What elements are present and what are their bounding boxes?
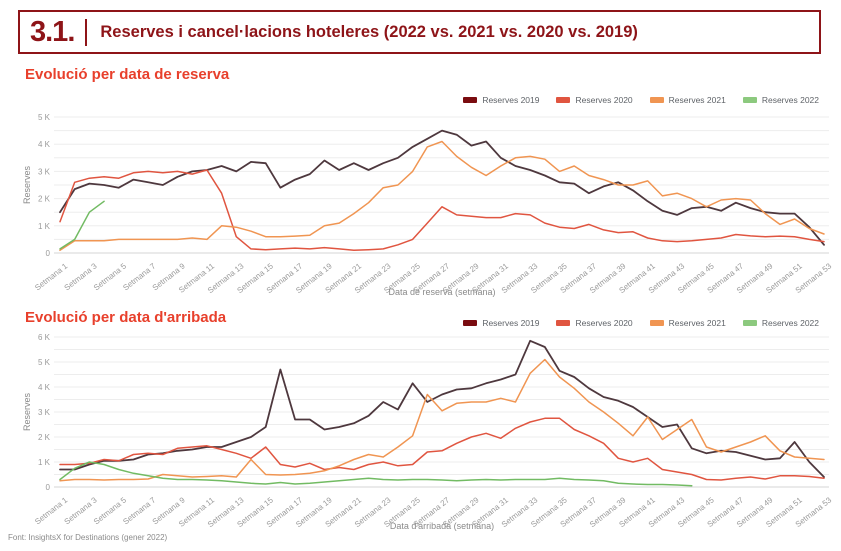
legend-swatch-icon bbox=[556, 97, 571, 103]
legend-label: Reserves 2022 bbox=[761, 318, 819, 328]
chart2-title: Evolució per data d'arribada bbox=[25, 309, 227, 326]
y-tick-label: 3 K bbox=[38, 408, 51, 417]
legend-item-reserves-2022: Reserves 2022 bbox=[742, 95, 819, 105]
series-line-reserves-2019 bbox=[59, 339, 825, 478]
chart1-title: Evolució per data de reserva bbox=[25, 66, 230, 83]
section-header-box: 3.1. Reserves i cancel·lacions hoteleres… bbox=[18, 10, 821, 54]
source-note: Font: InsightsX for Destinations (gener … bbox=[8, 533, 168, 542]
series-line-reserves-2022 bbox=[59, 200, 105, 250]
legend-swatch-icon bbox=[463, 97, 478, 103]
series-line-reserves-2022 bbox=[59, 461, 693, 487]
legend-item-reserves-2019: Reserves 2019 bbox=[463, 318, 539, 328]
series-line-reserves-2020 bbox=[59, 169, 825, 252]
series-line-reserves-2020 bbox=[59, 417, 825, 481]
y-tick-label: 1 K bbox=[38, 458, 51, 467]
page-title: Reserves i cancel·lacions hoteleres (202… bbox=[100, 22, 638, 41]
chart1-legend: Reserves 2019 Reserves 2020 Reserves 2021 R… bbox=[463, 95, 819, 105]
y-tick-label: 2 K bbox=[38, 195, 51, 204]
y-tick-label: 6 K bbox=[38, 333, 51, 342]
y-tick-label: 3 K bbox=[38, 167, 51, 176]
y-tick-label: 4 K bbox=[38, 140, 51, 149]
legend-swatch-icon bbox=[649, 320, 664, 326]
y-tick-label: 1 K bbox=[38, 222, 51, 231]
legend-label: Reserves 2021 bbox=[668, 95, 726, 105]
legend-item-reserves-2021: Reserves 2021 bbox=[649, 318, 726, 328]
legend-label: Reserves 2019 bbox=[482, 318, 540, 328]
legend-swatch-icon bbox=[649, 97, 664, 103]
x-axis-title: Data de reserva (setmana) bbox=[388, 287, 495, 297]
y-tick-label: 5 K bbox=[38, 113, 51, 122]
chart2-legend: Reserves 2019 Reserves 2020 Reserves 2021 R… bbox=[463, 318, 819, 328]
y-axis-title: Reserves bbox=[22, 392, 32, 431]
y-tick-label: 0 bbox=[46, 483, 51, 492]
legend-item-reserves-2022: Reserves 2022 bbox=[742, 318, 819, 328]
legend-item-reserves-2021: Reserves 2021 bbox=[649, 95, 726, 105]
series-line-reserves-2021 bbox=[59, 358, 825, 482]
legend-item-reserves-2019: Reserves 2019 bbox=[463, 95, 539, 105]
x-axis-title: Data d'arribada (setmana) bbox=[390, 521, 494, 531]
legend-label: Reserves 2019 bbox=[482, 95, 540, 105]
legend-swatch-icon bbox=[742, 320, 757, 326]
legend-label: Reserves 2022 bbox=[761, 95, 819, 105]
legend-item-reserves-2020: Reserves 2020 bbox=[556, 318, 633, 328]
y-tick-label: 0 bbox=[46, 249, 51, 258]
legend-swatch-icon bbox=[463, 320, 478, 326]
legend-item-reserves-2020: Reserves 2020 bbox=[556, 95, 633, 105]
legend-swatch-icon bbox=[742, 97, 757, 103]
legend-swatch-icon bbox=[556, 320, 571, 326]
y-tick-label: 2 K bbox=[38, 433, 51, 442]
series-line-reserves-2021 bbox=[59, 140, 825, 252]
legend-label: Reserves 2020 bbox=[575, 318, 633, 328]
y-tick-label: 5 K bbox=[38, 358, 51, 367]
legend-label: Reserves 2020 bbox=[575, 95, 633, 105]
series-line-reserves-2019 bbox=[59, 129, 825, 246]
legend-label: Reserves 2021 bbox=[668, 318, 726, 328]
y-tick-label: 4 K bbox=[38, 383, 51, 392]
section-number: 3.1. bbox=[30, 15, 75, 48]
header-divider bbox=[85, 18, 88, 46]
y-axis-title: Reserves bbox=[22, 165, 32, 204]
